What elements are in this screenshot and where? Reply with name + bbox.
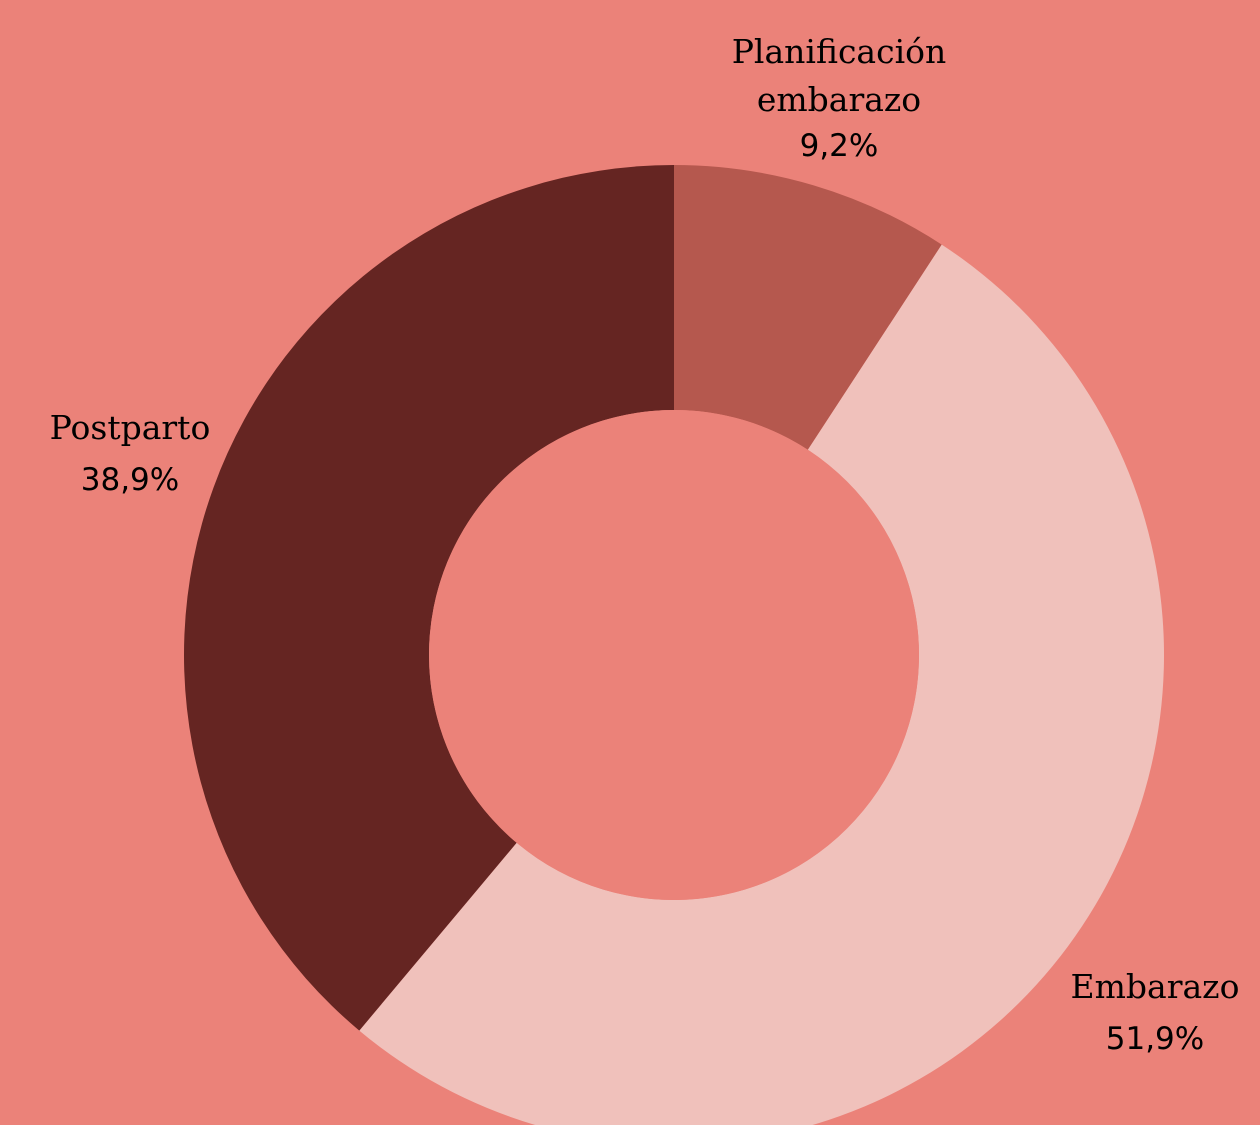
donut-hole — [429, 410, 919, 900]
slice-value-label: 9,2% — [799, 128, 879, 164]
slice-value-label: 51,9% — [1105, 1021, 1205, 1057]
slice-name: Postparto — [49, 408, 211, 447]
slice-label-planificacion: Planificación embarazo 9,2% — [639, 26, 1039, 172]
slice-value-label: 38,9% — [80, 462, 180, 498]
donut-slice-embarazo — [359, 244, 1164, 1125]
slice-label-embarazo: Embarazo 51,9% — [1055, 961, 1255, 1065]
donut-slice-planificaci-n — [674, 165, 942, 450]
slice-name: Embarazo — [1070, 967, 1240, 1006]
slice-label-postparto: Postparto 38,9% — [30, 402, 230, 506]
slice-name-line2: embarazo — [756, 80, 922, 119]
slice-name: Planificación — [731, 32, 947, 71]
donut-slice-postparto — [183, 165, 674, 1031]
